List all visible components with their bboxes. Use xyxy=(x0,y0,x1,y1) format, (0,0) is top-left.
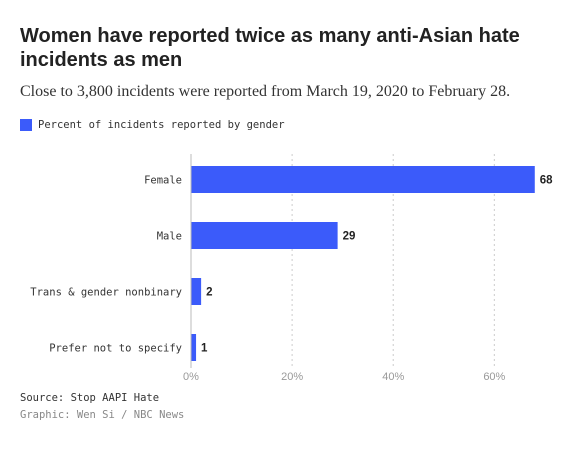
chart-subtitle: Close to 3,800 incidents were reported f… xyxy=(20,83,511,100)
value-label-4: 1 xyxy=(201,343,208,355)
source-note: Source: Stop AAPI Hate xyxy=(20,392,160,404)
value-label-1: 68 xyxy=(540,175,553,187)
category-label-1: Female xyxy=(144,175,182,187)
chart-title: Women have reported twice as many anti-A… xyxy=(20,25,520,71)
bar-chart: 0% 20% 40% 60% Female 68 Male 29 Trans & gender … xyxy=(30,154,553,383)
bar-3 xyxy=(191,278,202,305)
category-label-3: Trans & gender nonbinary xyxy=(30,287,182,299)
legend-swatch xyxy=(20,119,32,131)
bar-1 xyxy=(191,166,535,193)
legend: Percent of incidents reported by gender xyxy=(20,117,285,133)
legend-label: Percent of incidents reported by gender xyxy=(38,119,285,131)
category-label-4: Prefer not to specify xyxy=(49,343,182,355)
x-tick-label-0: 0% xyxy=(183,371,199,383)
bar-4 xyxy=(191,334,197,361)
value-label-3: 2 xyxy=(206,287,212,299)
bar-2 xyxy=(191,222,338,249)
x-tick-label-40: 40% xyxy=(382,371,404,383)
graphic-credit: Graphic: Wen Si / NBC News xyxy=(20,409,185,421)
category-label-2: Male xyxy=(157,231,182,243)
x-tick-label-20: 20% xyxy=(281,371,303,383)
value-label-2: 29 xyxy=(343,231,356,243)
x-tick-label-60: 60% xyxy=(483,371,505,383)
